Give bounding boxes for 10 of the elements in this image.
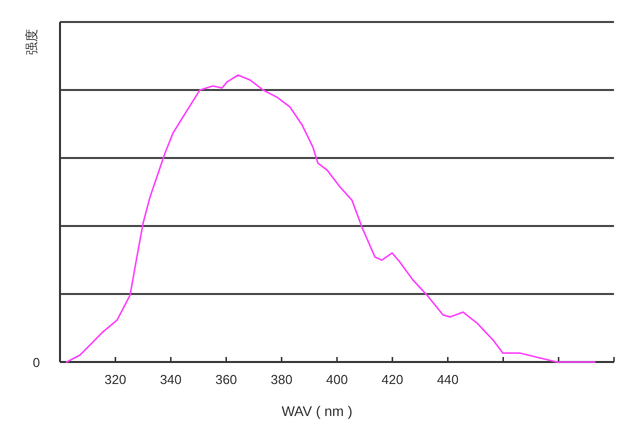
x-tick-label: 420	[382, 372, 404, 387]
x-tick-label: 340	[160, 372, 182, 387]
text: 0	[32, 355, 40, 370]
y-axis-title: 强度	[24, 29, 39, 55]
x-tick-label: 400	[326, 372, 348, 387]
x-tick-label: 440	[436, 372, 459, 387]
x-tick-label: 380	[270, 372, 292, 387]
x-tick-label: 360	[215, 372, 238, 387]
x-axis-title: WAV ( nm )	[282, 403, 352, 419]
x-tick-label: 320	[104, 372, 126, 387]
